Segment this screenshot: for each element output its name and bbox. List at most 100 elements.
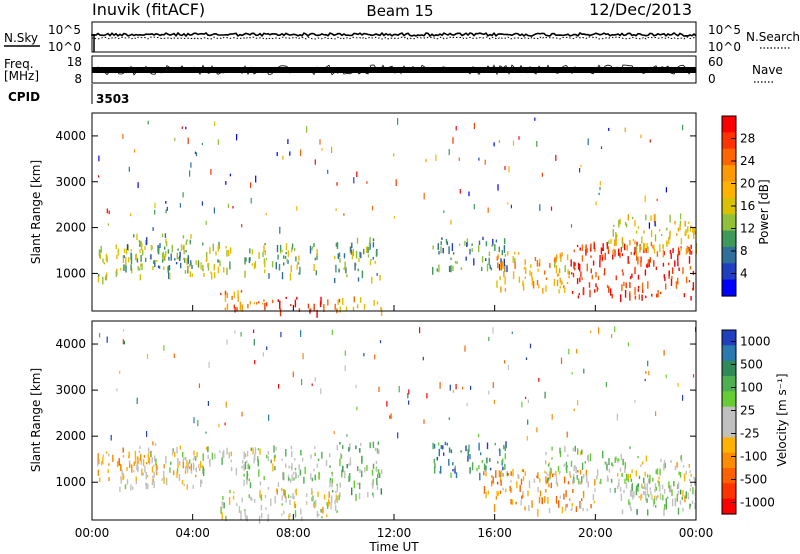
power-echo-cell — [538, 262, 541, 267]
velocity-echo-cell — [211, 452, 214, 460]
velocity-echo-cell — [628, 499, 630, 505]
velocity-echo-cell — [298, 464, 300, 470]
velocity-echo-cell — [512, 468, 514, 477]
power-echo-cell — [500, 258, 502, 264]
power-echo-cell — [544, 270, 546, 275]
power-echo-cell — [279, 308, 282, 317]
power-echo-cell — [646, 264, 648, 268]
velocity-echo-cell — [254, 454, 256, 461]
velocity-echo-cell — [486, 457, 488, 464]
velocity-echo-cell — [566, 503, 568, 508]
velocity-echo-cell — [151, 457, 153, 461]
velocity-echo-cell — [455, 472, 458, 479]
velocity-echo-cell — [559, 495, 561, 499]
power-echo-cell — [339, 306, 341, 313]
power-echo-region — [334, 296, 383, 316]
velocity-sparse-echo — [665, 374, 667, 379]
velocity-sparse-echo — [136, 397, 138, 404]
velocity-echo-cell — [303, 476, 305, 484]
velocity-echo-cell — [654, 489, 656, 493]
velocity-echo-cell — [694, 489, 697, 497]
power-echo-cell — [502, 266, 504, 269]
power-echo-cell — [106, 256, 108, 263]
power-sparse-echo — [331, 146, 333, 153]
power-echo-cell — [629, 282, 631, 289]
power-echo-cell — [363, 248, 365, 255]
power-echo-cell — [372, 242, 375, 248]
velocity-echo-cell — [559, 451, 562, 458]
velocity-echo-cell — [140, 454, 142, 462]
velocity-sparse-echo — [240, 332, 242, 337]
power-echo-cell — [589, 289, 591, 298]
velocity-echo-cell — [245, 515, 247, 520]
velocity-echo-cell — [366, 465, 368, 471]
velocity-echo-cell — [297, 475, 300, 478]
velocity-echo-cell — [630, 478, 633, 482]
power-echo-cell — [563, 288, 566, 293]
velocity-echo-cell — [314, 500, 316, 509]
velocity-echo-cell — [338, 494, 340, 501]
power-echo-cell — [485, 241, 488, 247]
velocity-echo-cell — [243, 451, 245, 460]
velocity-echo-cell — [151, 466, 154, 473]
power-echo-cell — [671, 276, 673, 279]
velocity-echo-cell — [469, 454, 471, 460]
velocity-sparse-echo — [573, 408, 575, 411]
velocity-echo-cell — [454, 465, 456, 469]
power-echo-cell — [432, 266, 434, 275]
velocity-echo-cell — [659, 492, 662, 500]
power-echo-cell — [217, 245, 219, 252]
power-sparse-echo — [225, 181, 227, 185]
velocity-echo-cell — [663, 507, 666, 511]
power-echo-cell — [653, 244, 655, 251]
velocity-echo-cell — [176, 468, 179, 474]
power-echo-cell — [514, 251, 516, 255]
power-echo-cell — [654, 234, 657, 242]
power-echo-cell — [359, 251, 361, 258]
velocity-echo-cell — [304, 466, 306, 475]
velocity-echo-cell — [122, 447, 124, 453]
velocity-echo-cell — [134, 456, 137, 464]
power-sparse-echo — [255, 175, 257, 183]
velocity-sparse-echo — [280, 331, 282, 338]
velocity-sparse-echo — [504, 360, 506, 364]
velocity-echo-cell — [313, 502, 315, 505]
power-echo-cell — [656, 251, 659, 257]
power-echo-cell — [117, 248, 120, 256]
power-echo-cell — [636, 254, 638, 261]
velocity-echo-cell — [282, 471, 284, 480]
power-echo-cell — [367, 247, 369, 254]
power-echo-cell — [339, 258, 341, 263]
velocity-echo-cell — [682, 507, 684, 512]
power-echo-cell — [187, 255, 189, 259]
velocity-echo-cell — [665, 498, 667, 506]
power-echo-cell — [678, 250, 681, 256]
velocity-echo-cell — [606, 475, 609, 482]
velocity-echo-cell — [539, 490, 542, 497]
velocity-colorbar-tick-label: -500 — [740, 473, 767, 487]
velocity-echo-cell — [442, 445, 444, 450]
velocity-echo-cell — [636, 485, 638, 492]
velocity-echo-cell — [656, 468, 659, 475]
xtick-label: 12:00 — [377, 526, 412, 540]
velocity-echo-cell — [325, 460, 328, 466]
velocity-echo-cell — [172, 449, 174, 456]
velocity-echo-cell — [612, 464, 614, 467]
power-echo-cell — [316, 309, 318, 318]
velocity-sparse-echo — [122, 329, 125, 332]
power-echo-cell — [517, 252, 520, 255]
power-sparse-echo — [534, 117, 536, 121]
power-echo-cell — [645, 248, 647, 253]
power-echo-cell — [281, 249, 283, 253]
velocity-echo-cell — [652, 477, 654, 482]
velocity-echo-cell — [305, 501, 308, 505]
velocity-echo-cell — [654, 495, 656, 500]
velocity-echo-cell — [372, 441, 375, 448]
velocity-echo-cell — [183, 457, 185, 460]
velocity-echo-cell — [436, 456, 438, 461]
power-sparse-echo — [250, 182, 252, 188]
velocity-sparse-echo — [644, 378, 646, 382]
velocity-echo-cell — [331, 495, 333, 504]
velocity-echo-cell — [340, 454, 343, 459]
velocity-echo-cell — [230, 467, 233, 472]
